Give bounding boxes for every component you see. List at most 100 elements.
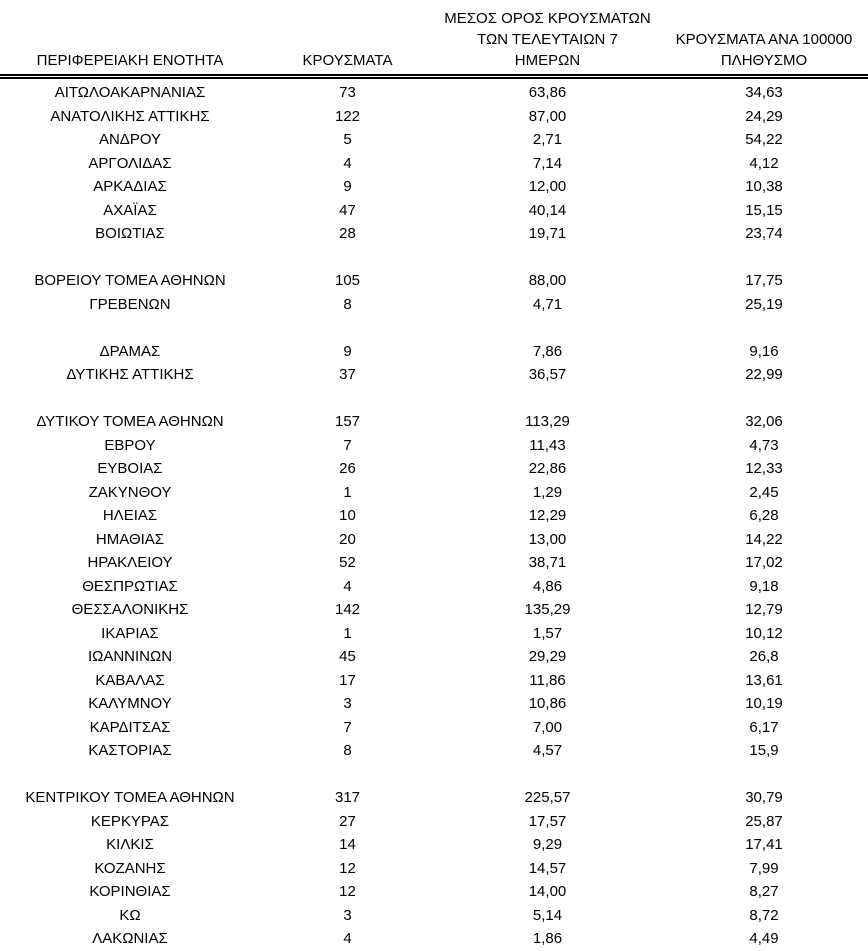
- cell-avg7: 40,14: [528, 201, 567, 219]
- cell-per100k: 4,12: [749, 154, 779, 172]
- cell-per100k: 4,49: [749, 930, 779, 947]
- cell-region: ΚΩ: [119, 906, 141, 924]
- table-row: ΚΕΝΤΡΙΚΟΥ ΤΟΜΕΑ ΑΘΗΝΩΝ 317 225,57 30,79: [0, 786, 868, 810]
- cell-avg7: 4,71: [532, 295, 563, 313]
- cell-cases: 20: [339, 530, 356, 548]
- cell-cases: [260, 316, 435, 340]
- table-row: ΚΙΛΚΙΣ 14 9,29 17,41: [0, 833, 868, 857]
- cell-per100k: 15,9: [749, 742, 779, 759]
- cell-per100k: 7,99: [749, 859, 779, 877]
- cell-per100k: 24,29: [745, 107, 783, 125]
- cell-avg7: 88,00: [528, 272, 567, 289]
- cell-per100k: 9,18: [749, 577, 779, 595]
- cell-cases: 12: [339, 859, 356, 877]
- cell-region: ΗΜΑΘΙΑΣ: [95, 530, 165, 548]
- cell-region: [0, 246, 260, 270]
- cell-per100k: 23,74: [745, 225, 783, 242]
- table-row-blank: [0, 763, 868, 787]
- cell-region: ΘΕΣΠΡΩΤΙΑΣ: [82, 577, 178, 595]
- table-row: ΗΡΑΚΛΕΙΟΥ 52 38,71 17,02: [0, 551, 868, 575]
- cell-cases: 17: [339, 671, 356, 689]
- cell-per100k: 13,61: [745, 671, 783, 689]
- col-header-cases: ΚΡΟΥΣΜΑΤΑ: [260, 0, 435, 79]
- table-row: ΚΑΡΔΙΤΣΑΣ 7 7,00 6,17: [0, 716, 868, 740]
- cell-cases: 4: [343, 577, 352, 595]
- col-header-7day-average-line3: ΗΜΕΡΩΝ: [514, 52, 581, 69]
- table-header: ΠΕΡΙΦΕΡΕΙΑΚΗ ΕΝΟΤΗΤΑ ΚΡΟΥΣΜΑΤΑ ΜΕΣΟΣ ΟΡΟ…: [0, 0, 868, 79]
- cell-per100k: 25,87: [745, 812, 783, 830]
- cell-region: ΗΡΑΚΛΕΙΟΥ: [87, 554, 173, 571]
- col-header-7day-average: ΜΕΣΟΣ ΟΡΟΣ ΚΡΟΥΣΜΑΤΩΝ ΤΩΝ ΤΕΛΕΥΤΑΙΩΝ 7 Η…: [435, 0, 660, 79]
- cell-per100k: 6,17: [749, 718, 779, 736]
- cell-region: ΚΙΛΚΙΣ: [106, 836, 154, 853]
- cell-avg7: 135,29: [524, 601, 571, 618]
- cell-region: ΑΡΚΑΔΙΑΣ: [93, 178, 167, 195]
- cell-avg7: 87,00: [528, 107, 567, 125]
- cell-avg7: 36,57: [528, 366, 567, 383]
- cell-region: ΚΟΖΑΝΗΣ: [94, 859, 166, 877]
- cell-cases: 3: [343, 906, 352, 924]
- cell-avg7: 7,00: [532, 718, 563, 736]
- cell-region: ΑΡΓΟΛΙΔΑΣ: [88, 154, 172, 172]
- table-row-blank: [0, 387, 868, 411]
- cell-avg7: 13,00: [528, 530, 567, 548]
- cell-region: ΘΕΣΣΑΛΟΝΙΚΗΣ: [71, 601, 189, 618]
- header-row: ΠΕΡΙΦΕΡΕΙΑΚΗ ΕΝΟΤΗΤΑ ΚΡΟΥΣΜΑΤΑ ΜΕΣΟΣ ΟΡΟ…: [0, 0, 868, 79]
- cell-per100k: [660, 387, 868, 411]
- cell-avg7: 10,86: [528, 695, 567, 712]
- cell-avg7: 5,14: [532, 906, 563, 924]
- cell-avg7: 63,86: [528, 84, 567, 101]
- table-row: ΘΕΣΠΡΩΤΙΑΣ 4 4,86 9,18: [0, 575, 868, 599]
- cell-cases: 122: [334, 107, 361, 125]
- col-header-7day-average-line1: ΜΕΣΟΣ ΟΡΟΣ ΚΡΟΥΣΜΑΤΩΝ: [444, 10, 651, 27]
- cell-region: ΚΕΡΚΥΡΑΣ: [90, 812, 170, 830]
- table-row-blank: [0, 316, 868, 340]
- cell-per100k: 17,75: [745, 272, 783, 289]
- cell-cases: 4: [343, 154, 352, 172]
- cell-region: ΒΟΡΕΙΟΥ ΤΟΜΕΑ ΑΘΗΝΩΝ: [34, 272, 226, 289]
- cell-per100k: 8,27: [749, 883, 779, 900]
- cell-avg7: 113,29: [525, 413, 570, 430]
- cell-cases: 1: [343, 624, 352, 642]
- cell-region: ΚΑΡΔΙΤΣΑΣ: [89, 718, 171, 736]
- col-header-region: ΠΕΡΙΦΕΡΕΙΑΚΗ ΕΝΟΤΗΤΑ: [0, 0, 260, 79]
- table-row: ΔΥΤΙΚΟΥ ΤΟΜΕΑ ΑΘΗΝΩΝ 157 113,29 32,06: [0, 410, 868, 434]
- cell-region: ΑΝΑΤΟΛΙΚΗΣ ΑΤΤΙΚΗΣ: [50, 107, 210, 125]
- cell-avg7: [435, 246, 660, 270]
- col-header-per-100k-line2: ΠΛΗΘΥΣΜΟ: [720, 52, 808, 69]
- cell-cases: 27: [339, 812, 356, 830]
- cell-per100k: [660, 763, 868, 787]
- cell-avg7: 17,57: [528, 812, 567, 830]
- table-row: ΙΚΑΡΙΑΣ 1 1,57 10,12: [0, 622, 868, 646]
- cell-region: ΑΧΑΪΑΣ: [103, 201, 157, 219]
- cell-avg7: 4,57: [532, 742, 563, 759]
- cell-avg7: 4,86: [532, 577, 563, 595]
- cell-region: ΔΥΤΙΚΗΣ ΑΤΤΙΚΗΣ: [66, 366, 194, 383]
- col-header-per-100k-line1: ΚΡΟΥΣΜΑΤΑ ΑΝΑ 100000: [675, 31, 853, 48]
- cell-per100k: 6,28: [749, 507, 779, 524]
- cell-region: ΑΝΔΡΟΥ: [98, 131, 162, 148]
- table-row: ΚΑΣΤΟΡΙΑΣ 8 4,57 15,9: [0, 739, 868, 763]
- table-row: ΚΑΒΑΛΑΣ 17 11,86 13,61: [0, 669, 868, 693]
- table-row: ΚΕΡΚΥΡΑΣ 27 17,57 25,87: [0, 810, 868, 834]
- cell-avg7: 1,57: [532, 624, 563, 642]
- cell-cases: 28: [339, 225, 356, 242]
- cell-per100k: 26,8: [749, 648, 779, 665]
- cell-region: ΒΟΙΩΤΙΑΣ: [95, 225, 165, 242]
- table-row: ΚΩ 3 5,14 8,72: [0, 904, 868, 928]
- cell-region: ΔΥΤΙΚΟΥ ΤΟΜΕΑ ΑΘΗΝΩΝ: [36, 413, 224, 430]
- table-row: ΑΡΓΟΛΙΔΑΣ 4 7,14 4,12: [0, 152, 868, 176]
- cell-cases: 73: [339, 84, 356, 101]
- cell-region: ΔΡΑΜΑΣ: [99, 342, 161, 360]
- cell-cases: 45: [339, 648, 356, 665]
- cell-cases: 7: [343, 436, 352, 454]
- table-row: ΒΟΙΩΤΙΑΣ 28 19,71 23,74: [0, 222, 868, 246]
- cell-region: ΚΕΝΤΡΙΚΟΥ ΤΟΜΕΑ ΑΘΗΝΩΝ: [25, 789, 235, 806]
- cell-per100k: 14,22: [745, 530, 783, 548]
- cell-region: ΚΑΛΥΜΝΟΥ: [88, 695, 172, 712]
- cell-per100k: 10,19: [745, 695, 783, 712]
- cell-cases: 142: [334, 601, 361, 618]
- cell-region: [0, 387, 260, 411]
- table-row: ΚΟΖΑΝΗΣ 12 14,57 7,99: [0, 857, 868, 881]
